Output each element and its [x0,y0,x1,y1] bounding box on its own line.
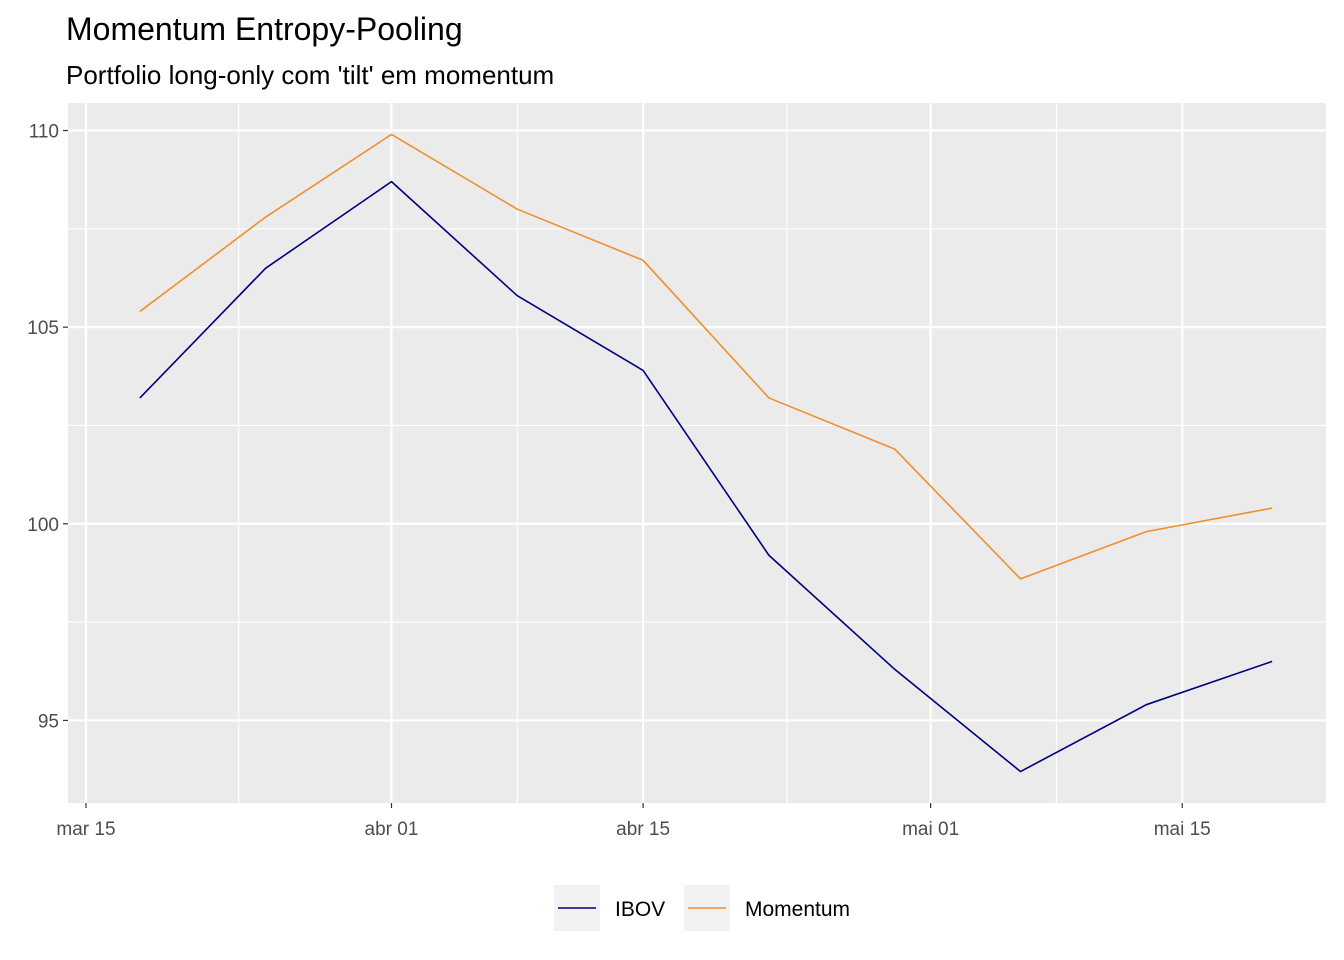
legend: IBOV Momentum [554,885,850,931]
minor-gridlines [68,103,1326,803]
y-tick-label: 110 [29,122,59,143]
legend-label-momentum: Momentum [745,898,850,921]
legend-label-ibov: IBOV [615,898,665,921]
x-tick-label: mar 15 [56,819,115,840]
chart-subtitle: Portfolio long-only com 'tilt' em moment… [66,60,555,90]
plot-panel [68,103,1326,803]
y-tick-label: 105 [27,318,59,339]
y-axis: 95 100 105 110 [27,122,68,732]
series-line-ibov [139,180,1273,773]
x-axis: mar 15 abr 01 abr 15 mai 01 mai 15 [56,803,1211,840]
x-tick-label: mai 15 [1154,819,1211,840]
y-tick-label: 100 [27,515,59,536]
series-lines [139,133,1273,773]
chart-title: Momentum Entropy-Pooling [66,11,463,47]
y-tick-label: 95 [38,711,59,732]
x-tick-label: mai 01 [902,819,959,840]
x-tick-label: abr 01 [365,819,419,840]
x-tick-label: abr 15 [616,819,670,840]
series-line-momentum [139,133,1273,580]
